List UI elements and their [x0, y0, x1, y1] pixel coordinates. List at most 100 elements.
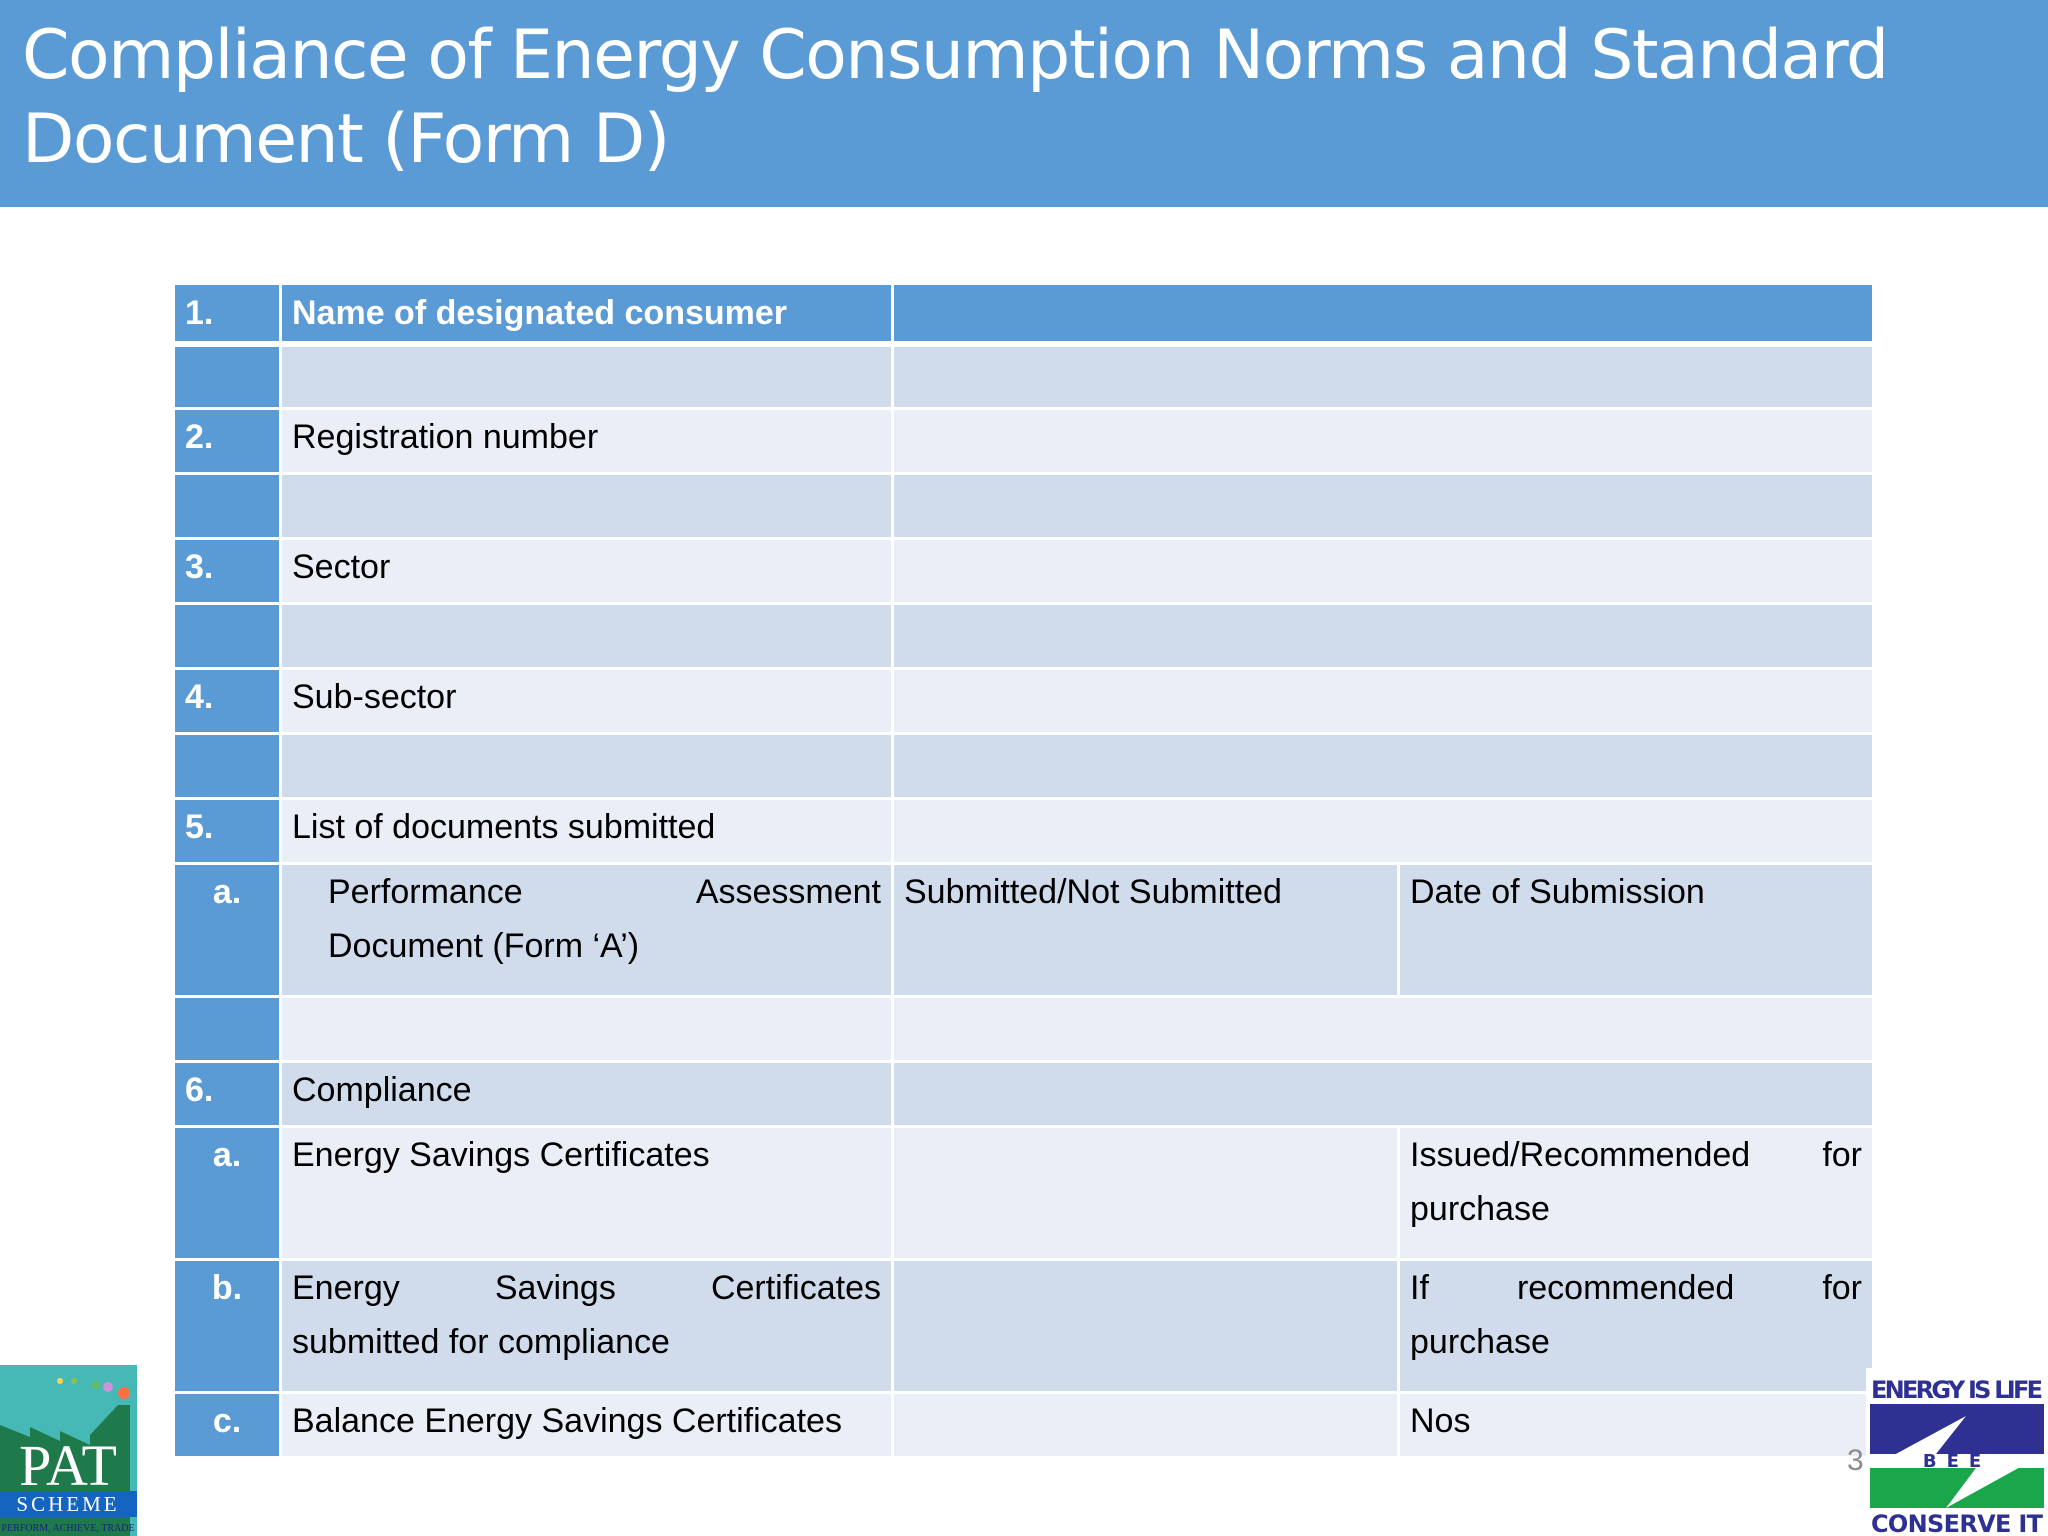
cell-text-line2: purchase [1410, 1190, 1550, 1228]
page-number: 3 [1847, 1444, 1864, 1477]
table-cell [891, 407, 1875, 475]
table-cell: Energy Savings Certificates submitted for… [279, 1258, 894, 1394]
table-cell [891, 1125, 1400, 1261]
table-cell [891, 797, 1875, 865]
cell-text: Energy Savings Certificates [292, 1136, 710, 1174]
svg-text:CONSERVE IT: CONSERVE IT [1871, 1510, 2044, 1536]
cell-text: Submitted/Not Submitted [904, 873, 1282, 911]
row-number-cell: 3. [172, 537, 282, 605]
cell-text: Balance Energy Savings Certificates [292, 1402, 842, 1440]
table-cell [891, 602, 1875, 670]
table-cell: Name of designated consumer [279, 282, 894, 347]
cell-text: List of documents submitted [292, 808, 716, 846]
table-row: a. Performance Assessment Document (Form ‘… [172, 862, 1875, 998]
svg-text:PERFORM, ACHIEVE, TRADE: PERFORM, ACHIEVE, TRADE [1, 1523, 134, 1534]
cell-text: b. [211, 1269, 243, 1307]
pat-scheme-logo: PAT SCHEME PERFORM, ACHIEVE, TRADE [0, 1365, 137, 1536]
row-number-cell: 6. [172, 1060, 282, 1128]
table-cell [279, 995, 894, 1063]
table-row [172, 602, 1875, 670]
table-cell [891, 282, 1875, 347]
table-cell: Sector [279, 537, 894, 605]
cell-text: a. [212, 873, 242, 911]
row-number-cell: 2. [172, 407, 282, 475]
cell-text: 1. [185, 293, 214, 332]
table-row [172, 995, 1875, 1063]
cell-text-line2: purchase [1410, 1323, 1550, 1361]
table-cell: Submitted/Not Submitted [891, 862, 1400, 998]
table-cell: If recommended for purchase [1397, 1258, 1875, 1394]
row-number-cell [172, 995, 282, 1063]
row-number-cell: a. [172, 1125, 282, 1261]
table-row: 5. List of documents submitted [172, 797, 1875, 865]
slide-title: Compliance of Energy Consumption Norms a… [22, 16, 1889, 179]
cell-text-line2: submitted for compliance [292, 1323, 670, 1361]
cell-text: 6. [185, 1071, 214, 1109]
table-cell [279, 602, 894, 670]
row-number-cell [172, 732, 282, 800]
table-cell: Energy Savings Certificates [279, 1125, 894, 1261]
table-cell: List of documents submitted [279, 797, 894, 865]
table-row: 3. Sector [172, 537, 1875, 605]
table-cell [279, 732, 894, 800]
cell-text: 3. [185, 548, 214, 586]
cell-text: Sub-sector [292, 678, 457, 716]
table-cell: Compliance [279, 1060, 894, 1128]
table-cell [891, 537, 1875, 605]
table-cell [891, 1391, 1400, 1459]
cell-text: 4. [185, 678, 214, 716]
form-d-table: 1. Name of designated consumer 2. Registrat… [172, 282, 1875, 1459]
cell-text: Energy Savings Certificates [292, 1269, 881, 1307]
cell-text: If recommended for [1410, 1269, 1862, 1307]
table-cell: Issued/Recommended for purchase [1397, 1125, 1875, 1261]
cell-text: Name of designated consumer [292, 293, 788, 332]
table-cell [891, 342, 1875, 410]
row-number-cell: 1. [172, 282, 282, 347]
table-cell [279, 472, 894, 540]
cell-text: Date of Submission [1410, 873, 1705, 911]
table-cell: Performance Assessment Document (Form ‘A’… [279, 862, 894, 998]
table-row [172, 732, 1875, 800]
table-row: 6. Compliance [172, 1060, 1875, 1128]
row-number-cell [172, 342, 282, 410]
table-cell: Sub-sector [279, 667, 894, 735]
table-cell: Registration number [279, 407, 894, 475]
cell-text: 2. [185, 418, 214, 456]
svg-text:BEE: BEE [1923, 1451, 1991, 1472]
table-cell: Date of Submission [1397, 862, 1875, 998]
row-number-cell: c. [172, 1391, 282, 1459]
cell-text: Compliance [292, 1071, 472, 1109]
table-row [172, 342, 1875, 410]
row-number-cell [172, 472, 282, 540]
title-bar: Compliance of Energy Consumption Norms a… [0, 0, 2048, 207]
row-number-cell: b. [172, 1258, 282, 1394]
table-row: b. Energy Savings Certificates submitted f… [172, 1258, 1875, 1394]
svg-text:SCHEME: SCHEME [16, 1492, 119, 1516]
table-cell [891, 1258, 1400, 1394]
row-number-cell: a. [172, 862, 282, 998]
cell-text: 5. [185, 808, 214, 846]
table-cell [891, 667, 1875, 735]
table-row: 1. Name of designated consumer [172, 282, 1875, 347]
row-number-cell: 5. [172, 797, 282, 865]
cell-text: Registration number [292, 418, 599, 456]
bee-logo: ENERGY IS LIFE BEE CONSERVE IT [1866, 1368, 2048, 1536]
table-row [172, 472, 1875, 540]
table-row: 2. Registration number [172, 407, 1875, 475]
table-cell [891, 1060, 1875, 1128]
cell-text-line2: Document (Form ‘A’) [328, 927, 640, 965]
table-cell: Balance Energy Savings Certificates [279, 1391, 894, 1459]
table-row: a. Energy Savings Certificates Issued/Reco… [172, 1125, 1875, 1261]
cell-text: Issued/Recommended for [1410, 1136, 1862, 1174]
cell-text: c. [212, 1402, 242, 1440]
svg-text:PAT: PAT [19, 1433, 117, 1498]
table-cell [891, 995, 1875, 1063]
table-row: 4. Sub-sector [172, 667, 1875, 735]
cell-text: Performance Assessment [328, 873, 881, 911]
cell-text: Nos [1410, 1402, 1471, 1440]
cell-text: Sector [292, 548, 391, 586]
table-cell [279, 342, 894, 410]
table-cell [891, 472, 1875, 540]
table-row: c. Balance Energy Savings Certificates Nos [172, 1391, 1875, 1459]
row-number-cell [172, 602, 282, 670]
